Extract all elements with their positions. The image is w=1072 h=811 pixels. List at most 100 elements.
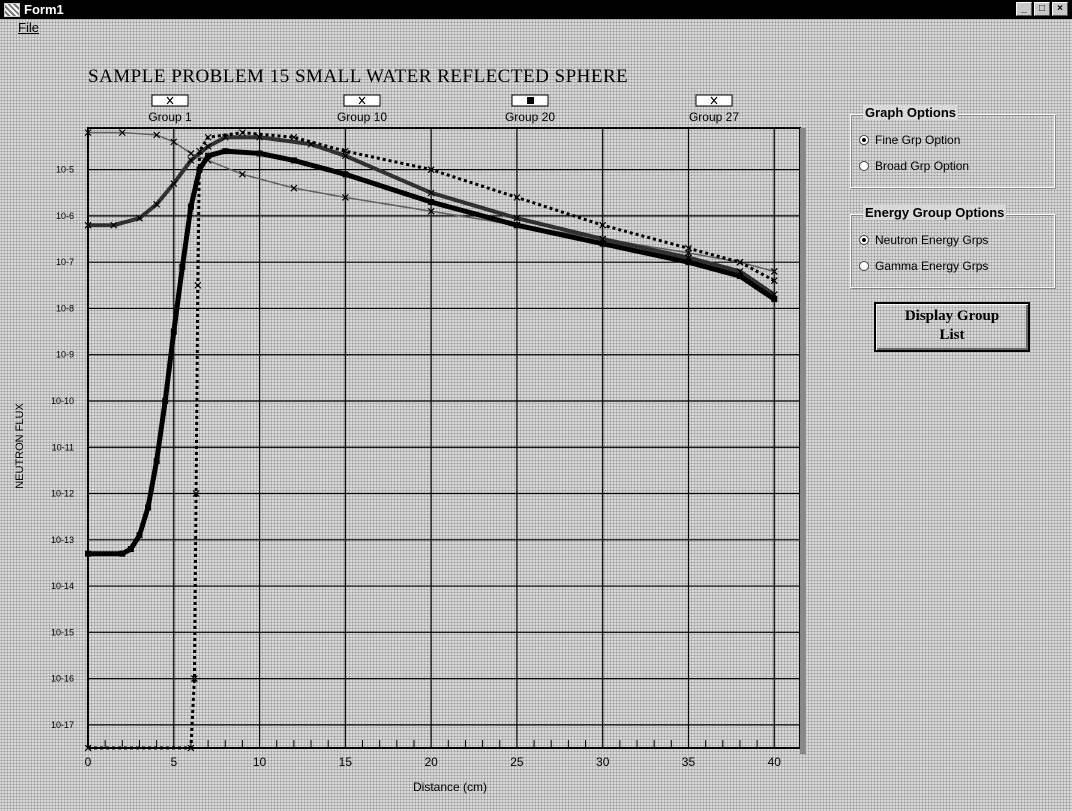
series-point xyxy=(196,147,203,155)
series-point xyxy=(222,148,229,155)
y-tick-label: 10-15 xyxy=(51,627,74,637)
x-tick-label: 10 xyxy=(253,755,267,769)
legend-label: Group 1 xyxy=(148,110,192,124)
series-point xyxy=(84,221,92,229)
legend-marker xyxy=(527,97,534,104)
series-point xyxy=(162,397,169,404)
series-point xyxy=(205,152,212,159)
series-point xyxy=(427,189,435,197)
gamma-grps-radio[interactable]: Gamma Energy Grps xyxy=(859,259,988,273)
series-point xyxy=(187,150,195,157)
gamma-grps-label: Gamma Energy Grps xyxy=(875,259,989,273)
window-controls: _ □ × xyxy=(1016,2,1068,16)
window-title: Form1 xyxy=(24,2,64,17)
x-tick-label: 40 xyxy=(768,755,782,769)
series-point xyxy=(119,550,126,557)
series-point xyxy=(770,277,778,285)
series-point xyxy=(196,166,203,173)
series-point xyxy=(290,133,298,141)
y-tick-label: 10-17 xyxy=(51,720,74,730)
series-point xyxy=(190,675,198,683)
series-line xyxy=(88,131,776,750)
x-tick-label: 5 xyxy=(170,755,177,769)
gamma-grps-radio-dot[interactable] xyxy=(859,261,869,271)
minimize-button[interactable]: _ xyxy=(1016,2,1032,16)
y-tick-label: 10-16 xyxy=(51,674,74,684)
menu-file-label: File xyxy=(18,20,39,35)
fine-grp-radio-dot[interactable] xyxy=(859,135,869,145)
y-tick-label: 10-11 xyxy=(52,442,74,452)
series-point xyxy=(110,221,118,229)
series-point xyxy=(513,193,521,201)
y-tick-label: 10-9 xyxy=(56,350,74,360)
x-tick-label: 25 xyxy=(510,755,524,769)
legend-label: Group 20 xyxy=(505,110,555,124)
series-point xyxy=(341,193,349,201)
series-point xyxy=(599,240,606,247)
series-point xyxy=(428,199,435,206)
maximize-button[interactable]: □ xyxy=(1034,2,1050,16)
series-point xyxy=(192,490,200,497)
series-point xyxy=(342,171,349,178)
series-point xyxy=(170,180,178,187)
fine-grp-radio[interactable]: Fine Grp Option xyxy=(859,133,960,147)
series-point xyxy=(153,131,161,139)
menu-bar: File xyxy=(0,19,1072,37)
series-point xyxy=(84,129,92,137)
series-line xyxy=(88,148,776,557)
series-point xyxy=(204,133,212,141)
series-point xyxy=(685,244,692,252)
title-bar: Form1 _ □ × xyxy=(0,0,1072,19)
series-point xyxy=(187,744,195,752)
energy-options-group: Energy Group Options Neutron Energy Grps… xyxy=(850,205,1055,288)
graph-options-title: Graph Options xyxy=(863,105,958,120)
series-point xyxy=(341,147,349,155)
neutron-grps-radio-dot[interactable] xyxy=(859,235,869,245)
fine-grp-label: Fine Grp Option xyxy=(875,133,961,147)
series-point xyxy=(427,166,435,174)
series-point xyxy=(170,138,178,146)
series-point xyxy=(85,550,91,557)
legend-marker xyxy=(358,96,366,105)
neutron-grps-radio[interactable]: Neutron Energy Grps xyxy=(859,233,988,247)
y-tick-label: 10-10 xyxy=(51,396,74,406)
display-group-list-button[interactable]: Display Group List xyxy=(874,302,1030,352)
series-point xyxy=(136,532,143,539)
graph-options-group: Graph Options Fine Grp Option Broad Grp … xyxy=(850,105,1055,188)
menu-file[interactable]: File xyxy=(18,20,39,35)
series-point xyxy=(118,129,126,137)
y-tick-label: 10-6 xyxy=(56,211,74,221)
series-point xyxy=(238,170,246,178)
series-point xyxy=(238,129,246,137)
broad-grp-radio-dot[interactable] xyxy=(859,161,869,171)
series-point xyxy=(427,207,435,215)
series-point xyxy=(136,214,143,222)
series-point xyxy=(204,143,212,150)
legend-label: Group 27 xyxy=(689,110,739,124)
display-button-line2: List xyxy=(939,327,965,343)
series-point xyxy=(736,273,743,280)
plot-shadow xyxy=(800,128,806,754)
series-point xyxy=(153,200,161,208)
app-icon xyxy=(4,2,20,17)
series-point xyxy=(685,259,692,266)
broad-grp-radio[interactable]: Broad Grp Option xyxy=(859,159,969,173)
y-tick-label: 10-14 xyxy=(51,581,74,591)
x-tick-label: 30 xyxy=(596,755,610,769)
y-tick-label: 10-13 xyxy=(51,535,74,545)
plot-frame xyxy=(87,127,801,749)
x-axis-label: Distance (cm) xyxy=(412,780,487,794)
y-tick-label: 10-8 xyxy=(56,303,74,313)
x-tick-label: 20 xyxy=(424,755,438,769)
series-point xyxy=(770,268,778,275)
close-button[interactable]: × xyxy=(1052,2,1068,16)
series-point xyxy=(513,222,520,229)
x-tick-label: 0 xyxy=(85,755,92,769)
series-point xyxy=(153,458,160,465)
display-button-line1: Display Group xyxy=(904,308,1000,324)
series-point xyxy=(127,546,134,553)
legend-marker xyxy=(166,96,174,105)
y-axis-label: NEUTRON FLUX xyxy=(14,403,26,489)
series-point xyxy=(84,744,92,752)
